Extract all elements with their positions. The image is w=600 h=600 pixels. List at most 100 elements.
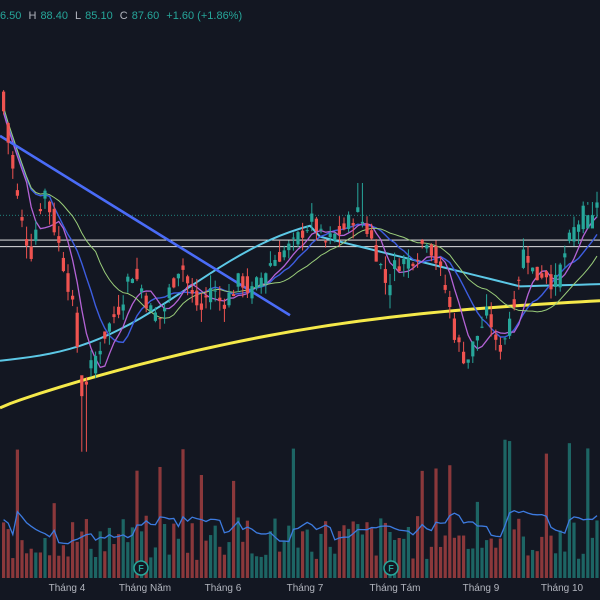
candle-body bbox=[517, 279, 521, 281]
candle-body bbox=[195, 290, 199, 306]
volume-bar bbox=[406, 526, 410, 578]
candle-body bbox=[89, 360, 93, 369]
candle-body bbox=[406, 258, 410, 269]
volume-bar bbox=[38, 552, 42, 578]
candle-body bbox=[337, 226, 341, 235]
volume-bar bbox=[567, 443, 571, 578]
volume-bar bbox=[498, 538, 502, 578]
volume-bar bbox=[80, 531, 84, 578]
candle-body bbox=[558, 264, 562, 288]
volume-bar bbox=[397, 538, 401, 578]
low-label: L bbox=[75, 10, 82, 22]
candle-body bbox=[314, 218, 318, 231]
volume-bar bbox=[324, 521, 328, 578]
candle-body bbox=[268, 263, 272, 266]
candle-body bbox=[80, 375, 84, 397]
volume-bar bbox=[595, 520, 599, 578]
candle-body bbox=[66, 273, 70, 292]
candle-body bbox=[38, 209, 42, 212]
candle-body bbox=[567, 232, 571, 241]
candle-body bbox=[544, 271, 548, 278]
volume-bar bbox=[153, 547, 157, 578]
candle-body bbox=[190, 290, 194, 294]
candle-body bbox=[107, 323, 111, 332]
volume-bar bbox=[259, 556, 263, 578]
volume-bar bbox=[480, 547, 484, 578]
candle-body bbox=[20, 217, 24, 221]
candle-body bbox=[48, 201, 52, 213]
volume-bar bbox=[190, 523, 194, 578]
volume-bar bbox=[416, 516, 420, 578]
volume-bar bbox=[296, 547, 300, 578]
candle-body bbox=[508, 318, 512, 336]
volume-bar bbox=[328, 546, 332, 578]
volume-bar bbox=[158, 466, 162, 578]
ma-short-line bbox=[2, 108, 598, 344]
volume-bar bbox=[98, 531, 102, 578]
change-value: +1.60 (+1.86%) bbox=[166, 10, 243, 22]
candle-body bbox=[6, 123, 10, 143]
candle-body bbox=[549, 274, 553, 290]
candle-body bbox=[319, 228, 323, 230]
candle-body bbox=[411, 263, 415, 267]
volume-bar bbox=[411, 558, 415, 578]
ma-long-line bbox=[0, 299, 600, 410]
volume-bar bbox=[227, 542, 231, 578]
candle-body bbox=[250, 286, 254, 299]
volume-bar bbox=[370, 528, 374, 578]
time-axis: Tháng 4 Tháng Năm Tháng 6 Tháng 7 Tháng Tám T… bbox=[49, 560, 584, 594]
candle-body bbox=[443, 284, 447, 290]
candle-body bbox=[333, 233, 337, 241]
close-label: C bbox=[119, 10, 128, 22]
ohlc-legend: 6.50 H 88.40 L 85.10 C 87.60 +1.60 (+1.86%) bbox=[0, 10, 246, 22]
candle-body bbox=[75, 312, 79, 347]
candle-body bbox=[521, 249, 525, 268]
candle-body bbox=[130, 278, 134, 283]
volume-bar bbox=[167, 554, 171, 578]
volume-bar bbox=[425, 558, 429, 578]
f-marker-icon bbox=[133, 560, 149, 576]
candle-body bbox=[167, 287, 171, 299]
candle-body bbox=[176, 273, 180, 279]
volume-bar bbox=[540, 536, 544, 578]
candle-body bbox=[388, 285, 392, 296]
volume-bar bbox=[6, 529, 10, 578]
candle-body bbox=[34, 229, 38, 242]
candle-body bbox=[255, 277, 259, 289]
volume-bar bbox=[264, 554, 268, 578]
candle-body bbox=[84, 381, 88, 385]
candle-body bbox=[393, 260, 397, 269]
volume-bar bbox=[52, 503, 56, 578]
candle-body bbox=[199, 303, 203, 310]
candle-body bbox=[577, 224, 581, 232]
volume-bar bbox=[213, 525, 217, 578]
volume-bar bbox=[282, 541, 286, 578]
candle-body bbox=[245, 276, 249, 293]
candle-body bbox=[365, 223, 369, 234]
volume-bar bbox=[11, 558, 15, 578]
volume-bar bbox=[268, 531, 272, 578]
volume-bar bbox=[462, 535, 466, 578]
candle-body bbox=[572, 227, 576, 242]
ma-mid-line bbox=[0, 224, 600, 362]
volume-bar bbox=[517, 518, 521, 578]
volume-bar bbox=[126, 542, 130, 578]
volume-bar bbox=[590, 537, 594, 578]
candle-body bbox=[466, 359, 470, 363]
candle-body bbox=[140, 288, 144, 292]
volume-bar bbox=[443, 535, 447, 578]
volume-bar bbox=[512, 529, 516, 578]
candle-body bbox=[172, 278, 176, 288]
volume-bar bbox=[112, 544, 116, 578]
candle-body bbox=[494, 334, 498, 340]
volume-bar bbox=[337, 531, 341, 578]
candle-body bbox=[526, 255, 530, 263]
volume-bar bbox=[103, 551, 107, 578]
candle-body bbox=[448, 296, 452, 308]
candle-body bbox=[291, 237, 295, 239]
volume-bar bbox=[89, 548, 93, 578]
volume-bar bbox=[388, 531, 392, 578]
volume-bar bbox=[241, 541, 245, 578]
candle-body bbox=[379, 263, 383, 266]
